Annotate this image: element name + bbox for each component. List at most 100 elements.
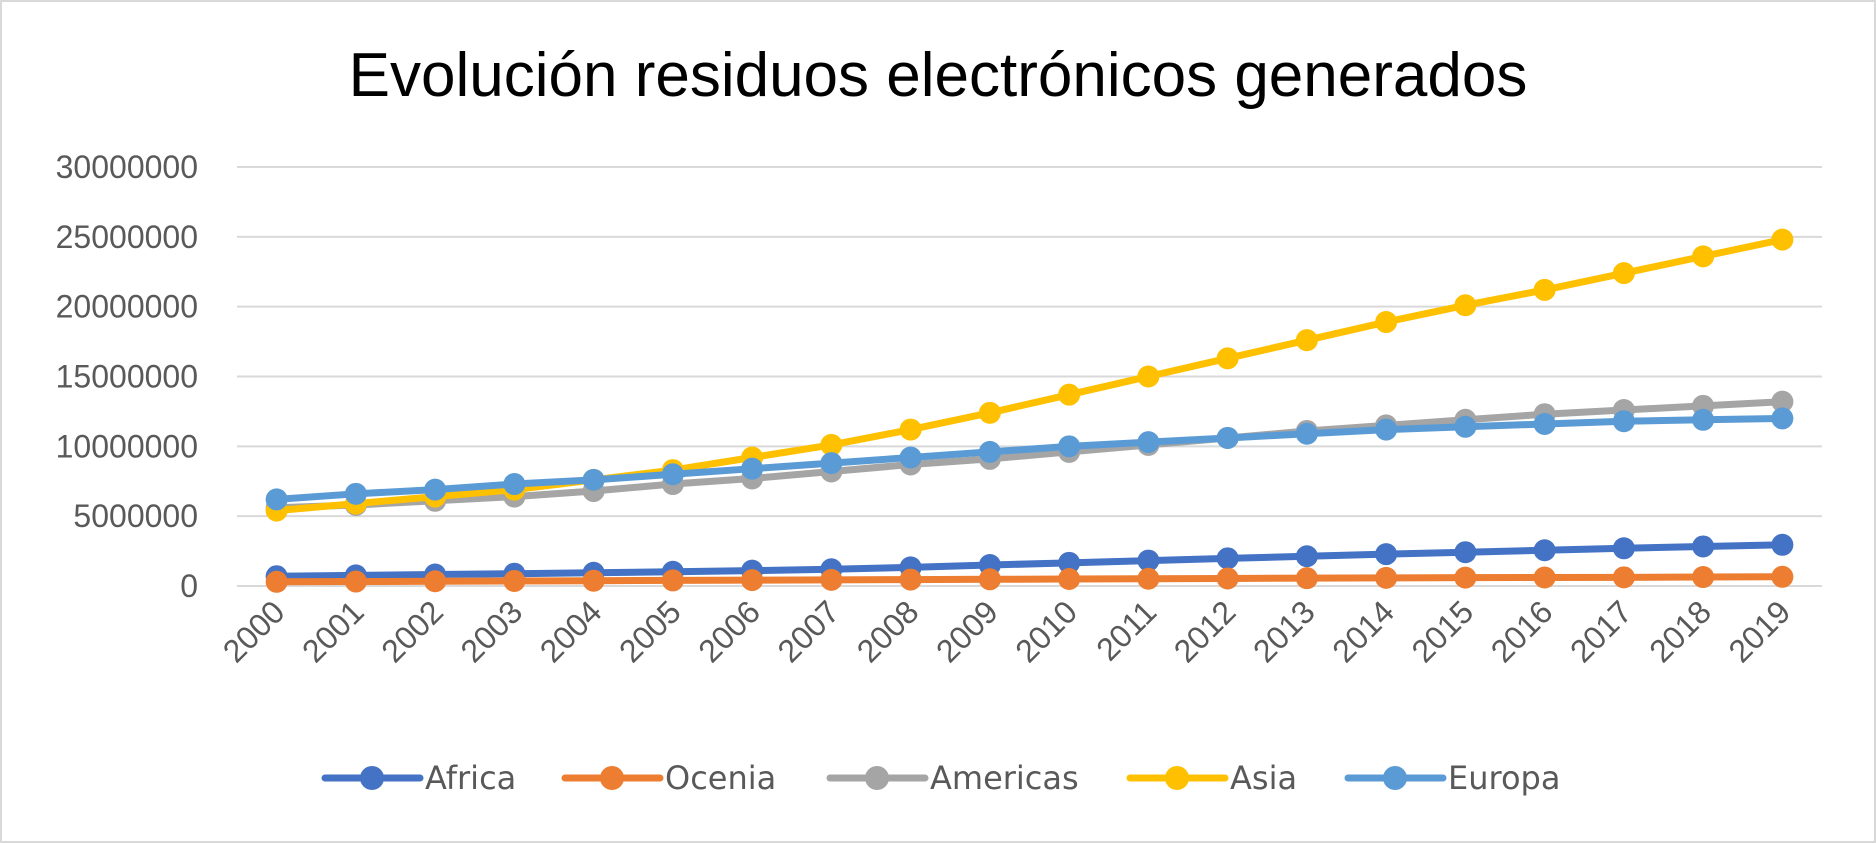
series-line bbox=[273, 541, 1786, 580]
y-tick-label: 10000000 bbox=[56, 428, 198, 464]
data-point bbox=[1295, 422, 1318, 445]
data-point bbox=[1692, 245, 1715, 268]
data-point bbox=[1058, 383, 1081, 406]
x-tick-label: 2015 bbox=[1405, 593, 1481, 669]
data-point bbox=[1295, 545, 1318, 568]
data-point bbox=[344, 482, 367, 505]
legend-label: Ocenia bbox=[665, 759, 776, 797]
data-point bbox=[424, 478, 447, 501]
legend-item: Asia bbox=[1126, 759, 1297, 797]
data-point bbox=[820, 433, 843, 456]
data-point bbox=[1771, 390, 1794, 413]
x-tick-label: 2009 bbox=[929, 593, 1005, 669]
data-point bbox=[1137, 549, 1160, 572]
data-point bbox=[1612, 410, 1635, 433]
legend-marker bbox=[865, 766, 889, 790]
data-point bbox=[1454, 415, 1477, 438]
x-tick-label: 2019 bbox=[1722, 593, 1798, 669]
y-tick-label: 5000000 bbox=[73, 498, 198, 534]
legend-label: Europa bbox=[1448, 759, 1560, 797]
data-point bbox=[741, 569, 764, 592]
data-point bbox=[741, 457, 764, 480]
series-americas bbox=[265, 390, 1794, 519]
data-point bbox=[1137, 567, 1160, 590]
data-point bbox=[503, 473, 526, 496]
x-tick-label: 2011 bbox=[1089, 593, 1163, 667]
x-tick-label: 2014 bbox=[1325, 593, 1401, 669]
data-point bbox=[1375, 311, 1398, 334]
legend-label: Asia bbox=[1230, 759, 1297, 797]
x-tick-label: 2000 bbox=[216, 593, 292, 669]
data-point bbox=[1533, 566, 1556, 589]
data-point bbox=[978, 440, 1001, 463]
series-line bbox=[273, 398, 1786, 512]
legend-marker bbox=[360, 766, 384, 790]
series-europa bbox=[265, 407, 1794, 511]
data-point bbox=[265, 488, 288, 511]
legend: Africa Ocenia Americas Asia Europa bbox=[321, 759, 1560, 797]
x-axis-ticks: 2000 2001 2002 2003 2004 2005 2006 2007 2008 2009… bbox=[216, 593, 1798, 669]
data-point bbox=[424, 570, 447, 593]
x-tick-label: 2017 bbox=[1563, 593, 1639, 669]
data-point bbox=[1375, 418, 1398, 441]
y-tick-label: 15000000 bbox=[56, 359, 198, 395]
data-point bbox=[1771, 407, 1794, 430]
data-point bbox=[1454, 294, 1477, 317]
legend-item: Americas bbox=[826, 759, 1079, 797]
data-point bbox=[1058, 551, 1081, 574]
data-point bbox=[1295, 329, 1318, 352]
data-point bbox=[978, 568, 1001, 591]
data-point bbox=[1216, 426, 1239, 449]
series-group bbox=[265, 228, 1794, 593]
data-point bbox=[899, 446, 922, 469]
x-tick-label: 2002 bbox=[374, 593, 450, 669]
x-tick-label: 2016 bbox=[1484, 593, 1560, 669]
data-point bbox=[1375, 566, 1398, 589]
data-point bbox=[265, 570, 288, 593]
x-tick-label: 2007 bbox=[771, 593, 847, 669]
series-line bbox=[273, 414, 1786, 503]
grid-lines bbox=[237, 166, 1822, 587]
data-point bbox=[1058, 568, 1081, 591]
data-point bbox=[1137, 365, 1160, 388]
data-point bbox=[344, 570, 367, 593]
legend-item: Ocenia bbox=[561, 759, 776, 797]
data-point bbox=[1295, 567, 1318, 590]
series-line bbox=[273, 573, 1786, 586]
data-point bbox=[1771, 533, 1794, 556]
data-point bbox=[661, 569, 684, 592]
data-point bbox=[1533, 278, 1556, 301]
data-point bbox=[582, 468, 605, 491]
data-point bbox=[978, 401, 1001, 424]
data-point bbox=[1692, 408, 1715, 431]
y-tick-label: 30000000 bbox=[56, 149, 198, 185]
data-point bbox=[1533, 412, 1556, 435]
y-tick-label: 20000000 bbox=[56, 289, 198, 325]
x-tick-label: 2005 bbox=[612, 593, 688, 669]
data-point bbox=[1612, 566, 1635, 589]
data-point bbox=[1216, 547, 1239, 570]
data-point bbox=[1137, 431, 1160, 454]
legend-marker bbox=[600, 766, 624, 790]
legend-marker bbox=[1383, 766, 1407, 790]
series-line bbox=[273, 236, 1786, 515]
data-point bbox=[1771, 565, 1794, 588]
data-point bbox=[582, 569, 605, 592]
x-tick-label: 2001 bbox=[295, 593, 371, 669]
data-point bbox=[820, 452, 843, 475]
data-point bbox=[1375, 543, 1398, 566]
x-tick-label: 2013 bbox=[1246, 593, 1322, 669]
data-point bbox=[1612, 537, 1635, 560]
x-tick-label: 2018 bbox=[1642, 593, 1718, 669]
x-tick-label: 2003 bbox=[454, 593, 530, 669]
legend-item: Europa bbox=[1344, 759, 1560, 797]
x-tick-label: 2010 bbox=[1008, 593, 1084, 669]
chart-title: Evolución residuos electrónicos generado… bbox=[349, 41, 1528, 110]
series-asia bbox=[265, 228, 1794, 522]
data-point bbox=[1454, 566, 1477, 589]
legend-label: Americas bbox=[930, 759, 1079, 797]
y-tick-label: 25000000 bbox=[56, 219, 198, 255]
data-point bbox=[1692, 535, 1715, 558]
legend-item: Africa bbox=[321, 759, 516, 797]
